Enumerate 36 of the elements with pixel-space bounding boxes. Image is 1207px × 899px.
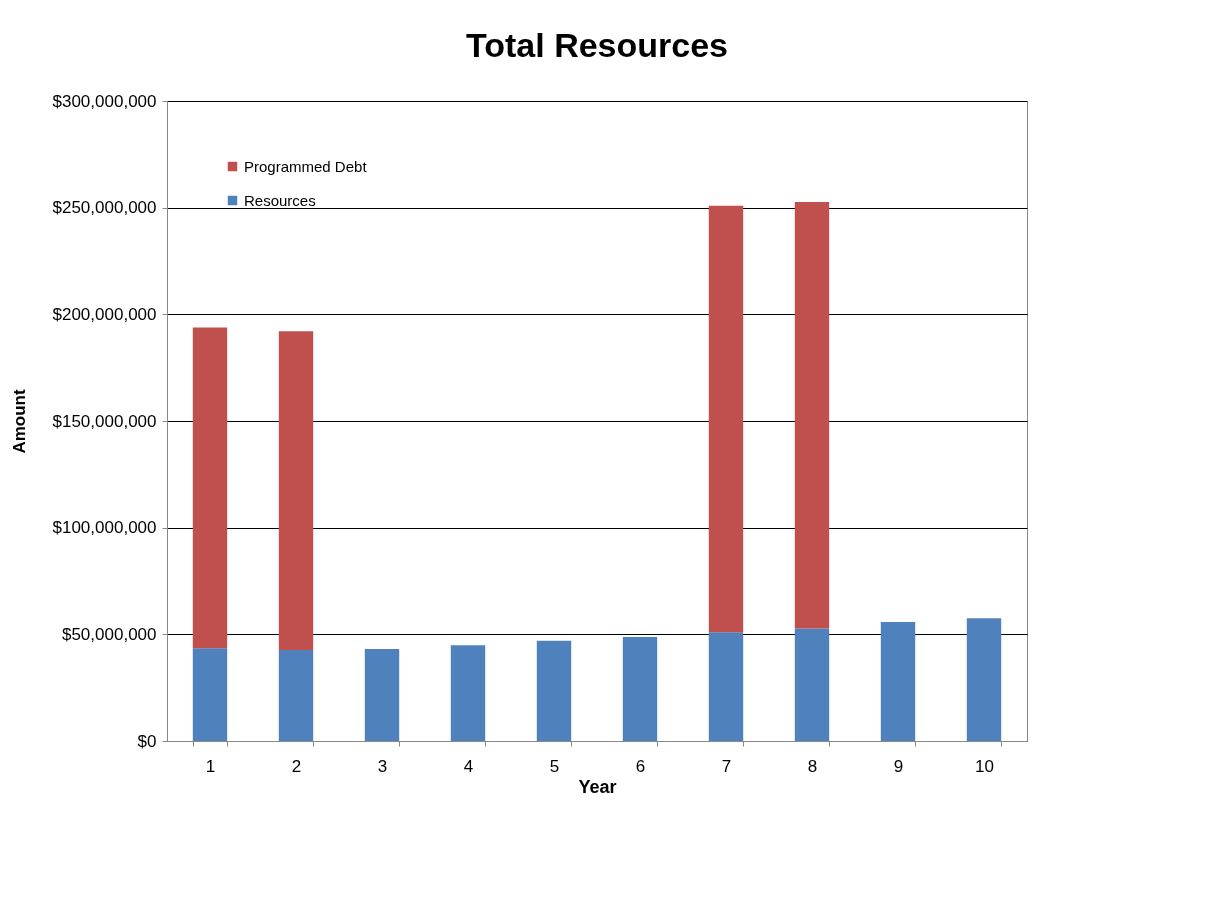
y-tick-label: $50,000,000 xyxy=(61,624,157,644)
x-tick-label: 3 xyxy=(377,756,388,776)
bar xyxy=(364,649,400,741)
x-tick-label: 5 xyxy=(549,756,560,776)
bar xyxy=(794,628,830,741)
x-tick-label: 9 xyxy=(893,756,904,776)
x-tick-label: 8 xyxy=(807,756,818,776)
chart-title: Total Resources xyxy=(465,26,729,64)
x-tick-label: 7 xyxy=(721,756,732,776)
x-tick-label: 6 xyxy=(635,756,646,776)
y-tick-label: $300,000,000 xyxy=(52,91,157,111)
bar xyxy=(192,327,228,649)
y-tick-label: $150,000,000 xyxy=(52,411,157,431)
y-tick-label: $200,000,000 xyxy=(52,304,157,324)
x-tick-label: 10 xyxy=(975,756,994,776)
bar xyxy=(278,649,314,741)
bar xyxy=(794,202,830,629)
y-axis-title: Amount xyxy=(9,389,29,454)
bar xyxy=(708,205,744,633)
legend-label: Resources xyxy=(244,191,316,209)
y-tick-label: $0 xyxy=(137,731,157,751)
x-tick-label: 4 xyxy=(463,756,474,776)
x-tick-label: 2 xyxy=(291,756,302,776)
y-tick-label: $250,000,000 xyxy=(52,198,157,218)
legend-label: Programmed Debt xyxy=(244,157,368,175)
x-tick-label: 1 xyxy=(205,756,216,776)
bar xyxy=(536,640,572,741)
bar xyxy=(622,636,658,741)
bar xyxy=(192,648,228,741)
bar xyxy=(708,632,744,741)
bar xyxy=(450,645,486,741)
y-tick-label: $100,000,000 xyxy=(52,518,157,538)
bar xyxy=(880,621,916,741)
bar xyxy=(966,618,1002,741)
x-axis-title: Year xyxy=(578,776,617,797)
bar xyxy=(278,331,314,650)
